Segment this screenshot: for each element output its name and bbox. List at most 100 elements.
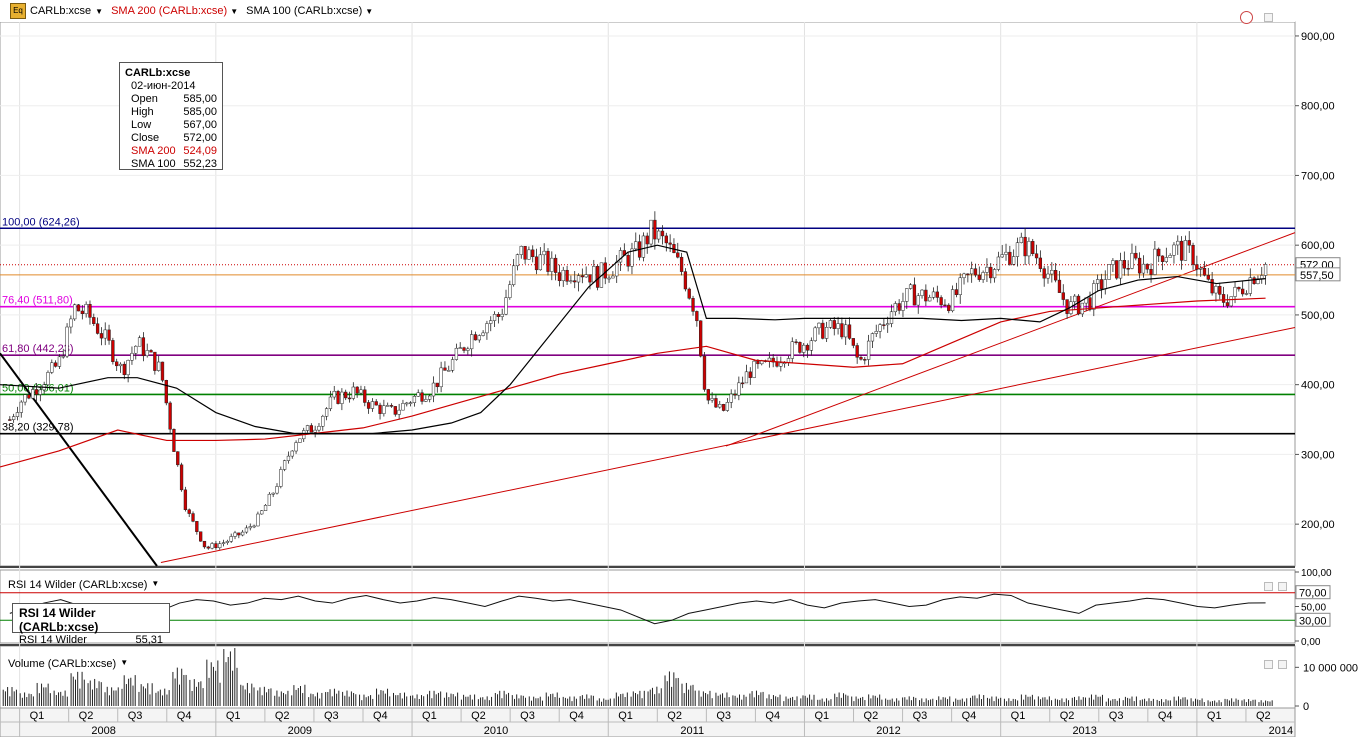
maximize-icon[interactable] [1264,13,1273,22]
candle-body [737,382,741,396]
quarter-label: Q2 [1256,710,1271,722]
close-icon[interactable] [1278,660,1287,669]
symbol-selector[interactable]: Eq CARLb:xcse ▼ [0,3,103,19]
rsi-tick-label: 100,00 [1301,568,1332,579]
rsi-info-box: RSI 14 Wilder (CARLb:xcse) RSI 14 Wilder… [12,603,170,646]
candle-body [1027,241,1031,257]
candle-body [679,256,684,272]
candle-body [710,398,714,401]
candle-body [920,289,924,296]
candle-body [508,284,512,298]
close-icon[interactable] [1278,582,1287,591]
candle-body [859,357,863,360]
sma100-legend[interactable]: SMA 100 (CARLb:xcse) ▼ [246,5,373,17]
candle-body [244,527,249,533]
chevron-down-icon[interactable]: ▼ [230,6,239,16]
candle-body [1050,270,1054,275]
sma100-label: SMA 100 (CARLb:xcse) [246,5,363,17]
volume-header-label: Volume (CARLb:xcse) [8,658,117,670]
candle-body [1023,236,1027,257]
candle-body [263,505,268,511]
candle-body [31,389,35,399]
candle-body [756,360,760,365]
candle-body [603,262,607,279]
candle-body [336,391,340,404]
quarter-label: Q4 [569,710,584,722]
rsi-box-title: RSI 14 Wilder (CARLb:xcse) [19,606,99,634]
candle-body [744,371,749,384]
candle-body [309,425,313,433]
rsi-tick-label: 0,00 [1301,637,1321,648]
candle-body [1214,286,1218,294]
restore-icon[interactable] [1264,660,1273,669]
candle-body [317,426,321,431]
sma200-legend[interactable]: SMA 200 (CARLb:xcse) ▼ [111,5,238,17]
price-tick-label: 500,00 [1301,310,1335,322]
candle-body [305,425,310,431]
candle-body [23,394,27,403]
candle-body [38,389,42,395]
volume-panel-header[interactable]: Volume (CARLb:xcse) ▼ [8,658,128,670]
candle-body [1099,279,1104,290]
clock-icon[interactable] [1240,11,1253,24]
candle-body [821,322,825,339]
candle-body [996,256,1001,270]
candle-body [966,273,970,276]
candle-body [366,402,371,409]
candle-body [523,246,527,260]
candle-body [943,304,947,307]
candle-body [332,391,336,398]
quarter-label: Q2 [864,710,879,722]
candle-body [1034,253,1039,259]
candle-body [157,361,161,371]
chevron-down-icon[interactable]: ▼ [95,6,104,16]
quarter-label: Q3 [324,710,339,722]
quarter-label: Q1 [422,710,437,722]
chevron-down-icon[interactable]: ▼ [120,658,129,667]
volume-tick-label: 0 [1303,701,1309,713]
candle-body [870,333,875,342]
rsi-panel-header[interactable]: RSI 14 Wilder (CARLb:xcse) ▼ [8,579,159,591]
candle-body [389,405,394,407]
candle-body [592,266,596,283]
price-tag-box [1295,267,1341,282]
candle-body [286,455,291,461]
candle-body [557,272,562,282]
price-tick-label: 600,00 [1301,240,1335,252]
candle-body [802,344,806,353]
candle-body [992,269,997,279]
candle-body [492,314,497,321]
rsi-tick-label: 50,00 [1301,603,1326,614]
candle-body [149,350,153,353]
fib-level-label: 61,80 (442,23) [2,343,74,355]
chevron-down-icon[interactable]: ▼ [365,6,374,16]
candle-body [485,323,489,334]
candle-body [653,219,657,240]
candle-body [382,405,386,414]
candle-body [439,367,443,388]
candle-body [970,268,974,275]
quarter-label: Q1 [618,710,633,722]
candle-body [1160,255,1165,262]
candle-body [832,320,836,329]
candle-body [462,347,466,351]
candle-body [905,288,909,302]
candle-body [435,382,439,388]
candle-body [115,361,119,367]
candle-body [660,230,665,237]
chevron-down-icon[interactable]: ▼ [151,579,160,588]
candle-body [706,389,710,401]
sma200-label: SMA 200 (CARLb:xcse) [111,5,228,17]
candle-body [962,273,966,279]
candle-body [874,331,878,334]
candle-body [256,513,260,527]
candle-body [477,335,481,341]
candle-body [1053,270,1058,281]
candle-body [950,289,955,312]
quarter-label: Q2 [275,710,290,722]
candle-body [775,361,779,367]
candle-body [8,419,12,421]
restore-icon[interactable] [1264,582,1273,591]
candle-body [401,403,405,411]
